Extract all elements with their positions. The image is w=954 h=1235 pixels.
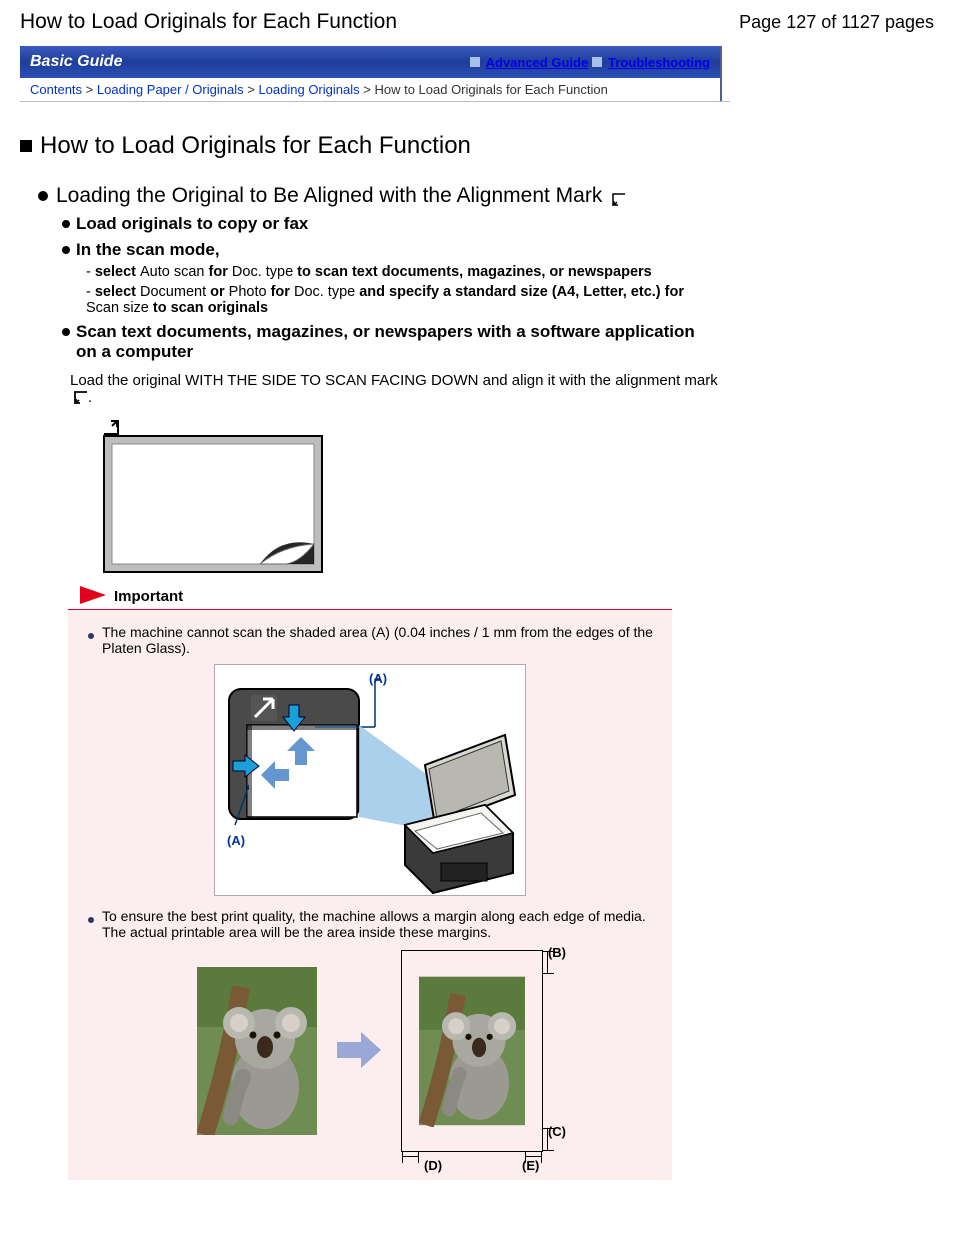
- t: and specify a standard size (A4, Letter,…: [355, 284, 684, 300]
- important-note-1-text: The machine cannot scan the shaded area …: [102, 624, 654, 656]
- alignment-mark-icon: [612, 189, 626, 203]
- guide-banner-box: Basic Guide Advanced Guide Troubleshooti…: [20, 46, 722, 102]
- t: to scan text documents, magazines, or ne…: [293, 264, 652, 280]
- page-number: Page 127 of 1127 pages: [739, 12, 934, 33]
- banner-label: Basic Guide: [30, 53, 122, 71]
- banner-links: Advanced Guide Troubleshooting: [470, 55, 710, 70]
- paper-on-platen-figure: [100, 416, 330, 576]
- t: Doc. type: [232, 264, 293, 280]
- bullet-software-scan-text: Scan text documents, magazines, or newsp…: [76, 322, 720, 362]
- scan-mode-line2: - select Document or Photo for Doc. type…: [86, 284, 720, 316]
- alignment-mark-icon: [74, 391, 88, 405]
- small-circle-icon: [62, 220, 70, 228]
- t: Auto scan: [140, 264, 205, 280]
- load-instruction: Load the original WITH THE SIDE TO SCAN …: [70, 372, 720, 406]
- scan-mode-line1: - select Auto scan for Doc. type to scan…: [86, 264, 720, 280]
- advanced-guide-link[interactable]: Advanced Guide: [486, 55, 589, 70]
- t: select: [95, 284, 140, 300]
- label-e: (E): [522, 1158, 539, 1173]
- page-title: How to Load Originals for Each Function: [20, 10, 397, 34]
- heading-2-text: Loading the Original to Be Aligned with …: [56, 184, 602, 207]
- dash: -: [86, 264, 95, 280]
- t: Document: [140, 284, 206, 300]
- breadcrumb-contents[interactable]: Contents: [30, 82, 82, 97]
- small-circle-icon: [62, 246, 70, 254]
- t: to scan originals: [149, 300, 268, 316]
- square-bullet-icon: [20, 140, 32, 152]
- t: Doc. type: [294, 284, 355, 300]
- breadcrumb-loading-paper[interactable]: Loading Paper / Originals: [97, 82, 244, 97]
- scanner-shaded-area-figure: (A) (A): [214, 664, 526, 896]
- bullet-copy-fax: Load originals to copy or fax: [62, 214, 720, 234]
- bullet-software-scan: Scan text documents, magazines, or newsp…: [62, 322, 720, 362]
- page-header: How to Load Originals for Each Function …: [20, 10, 934, 34]
- dash: -: [86, 284, 95, 300]
- koala-framed: (B) (C) (D) (E): [401, 950, 543, 1152]
- guide-banner: Basic Guide Advanced Guide Troubleshooti…: [20, 46, 720, 78]
- t: for: [267, 284, 294, 300]
- square-icon: [470, 57, 480, 67]
- bullet-scan-mode-text: In the scan mode,: [76, 240, 220, 260]
- t: Scan size: [86, 300, 149, 316]
- circle-bullet-icon: [38, 191, 48, 201]
- koala-photo-right: [419, 975, 525, 1127]
- important-note-2: To ensure the best print quality, the ma…: [86, 908, 654, 940]
- label-b: (B): [548, 945, 566, 960]
- label-a-top: (A): [369, 671, 387, 686]
- breadcrumb: Contents > Loading Paper / Originals > L…: [20, 78, 730, 102]
- content-area: How to Load Originals for Each Function …: [20, 132, 720, 1180]
- bullet-copy-fax-text: Load originals to copy or fax: [76, 214, 308, 234]
- bullet-scan-mode: In the scan mode,: [62, 240, 720, 260]
- arrow-right-icon: [337, 1032, 381, 1071]
- heading-2: Loading the Original to Be Aligned with …: [56, 184, 626, 208]
- troubleshooting-link[interactable]: Troubleshooting: [608, 55, 710, 70]
- diamond-bullet-icon: [86, 912, 96, 922]
- t: for: [205, 264, 232, 280]
- label-d: (D): [424, 1158, 442, 1173]
- heading-2-row: Loading the Original to Be Aligned with …: [38, 184, 720, 208]
- koala-photo-left: [197, 967, 317, 1135]
- breadcrumb-sep: >: [363, 82, 374, 97]
- breadcrumb-current: How to Load Originals for Each Function: [374, 82, 607, 97]
- breadcrumb-sep: >: [86, 82, 97, 97]
- label-c: (C): [548, 1124, 566, 1139]
- margin-illustration: (B) (C) (D) (E): [86, 950, 654, 1152]
- important-box: The machine cannot scan the shaded area …: [68, 610, 672, 1180]
- breadcrumb-loading-originals[interactable]: Loading Originals: [258, 82, 359, 97]
- diamond-bullet-icon: [86, 628, 96, 638]
- important-heading: Important: [80, 586, 720, 607]
- important-note-1: The machine cannot scan the shaded area …: [86, 624, 654, 656]
- load-instruction-text: Load the original WITH THE SIDE TO SCAN …: [70, 372, 718, 389]
- heading-1: How to Load Originals for Each Function: [40, 132, 471, 160]
- label-a-left: (A): [227, 833, 245, 848]
- period: .: [88, 389, 92, 406]
- t: or: [206, 284, 229, 300]
- breadcrumb-sep: >: [247, 82, 258, 97]
- important-note-2-text: To ensure the best print quality, the ma…: [102, 908, 654, 940]
- t: Photo: [229, 284, 267, 300]
- square-icon: [592, 57, 602, 67]
- important-flag-icon: [80, 586, 106, 607]
- small-circle-icon: [62, 328, 70, 336]
- important-label: Important: [114, 588, 183, 605]
- t: select: [95, 264, 140, 280]
- heading-1-row: How to Load Originals for Each Function: [20, 132, 720, 160]
